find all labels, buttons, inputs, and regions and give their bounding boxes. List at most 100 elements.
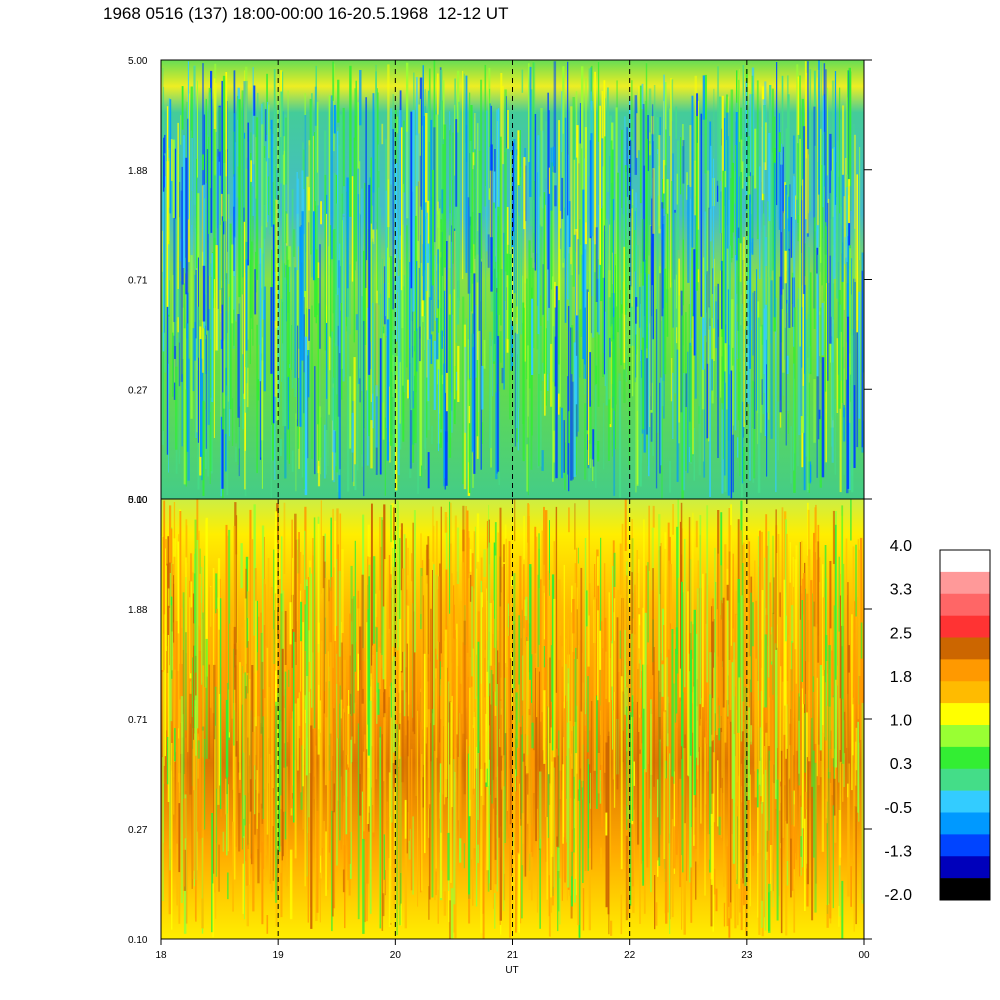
spectrogram-streak: [648, 88, 652, 144]
spectrogram-streak: [222, 392, 224, 430]
spectrogram-streak: [322, 535, 325, 589]
spectrogram-streak: [403, 120, 405, 193]
spectrogram-streak: [447, 681, 450, 891]
spectrogram-streak: [454, 747, 457, 869]
spectrogram-streak: [523, 157, 526, 230]
spectrogram-streak: [314, 86, 317, 126]
spectrogram-streak: [790, 426, 792, 484]
spectrogram-streak: [692, 512, 694, 625]
spectrogram-streak: [474, 113, 476, 149]
spectrogram-streak: [521, 655, 525, 701]
spectrogram-streak: [494, 555, 497, 716]
spectrogram-streak: [206, 149, 209, 331]
spectrogram-streak: [378, 171, 380, 188]
spectrogram-streak: [801, 373, 805, 433]
spectrogram-streak: [718, 816, 721, 835]
spectrogram-streak: [482, 607, 485, 806]
spectrogram-streak: [424, 270, 427, 470]
spectrogram-streak: [831, 256, 834, 463]
spectrogram-streak: [842, 105, 845, 243]
spectrogram-streak: [838, 810, 841, 866]
spectrogram-streak: [537, 323, 539, 469]
spectrogram-streak: [614, 640, 616, 692]
spectrogram-streak: [529, 564, 532, 680]
spectrogram-streak: [856, 320, 859, 448]
spectrogram-streak: [781, 75, 784, 145]
spectrogram-streak: [382, 893, 385, 917]
colorbar-label: -1.3: [884, 843, 912, 860]
spectrogram-streak: [850, 499, 852, 541]
spectrogram-streak: [439, 661, 441, 696]
spectrogram-streak: [320, 201, 322, 225]
spectrogram-streak: [165, 646, 168, 731]
spectrogram-streak: [166, 563, 169, 673]
spectrogram-streak: [832, 362, 835, 421]
spectrogram-streak: [492, 808, 494, 909]
spectrogram-streak: [233, 703, 236, 880]
spectrogram-streak: [489, 331, 492, 449]
spectrogram-streak: [537, 135, 540, 335]
spectrogram-streak: [804, 818, 806, 911]
spectrogram-streak: [702, 75, 705, 120]
spectrogram-streak: [443, 891, 447, 916]
spectrogram-streak: [346, 288, 350, 492]
spectrogram-streak: [509, 254, 512, 320]
colorbar-frame: [939, 549, 991, 901]
spectrogram-streak: [166, 295, 169, 455]
spectrogram-streak: [174, 728, 176, 762]
spectrogram-streak: [256, 324, 258, 474]
spectrogram-streak: [225, 72, 228, 274]
spectrogram-streak: [526, 278, 528, 380]
spectrogram-streak: [732, 347, 734, 366]
colorbar-swatch: [940, 878, 990, 901]
spectrogram-streak: [444, 512, 448, 533]
spectrogram-streak: [642, 804, 645, 886]
spectrogram-streak: [752, 292, 754, 356]
spectrogram-streak: [625, 172, 627, 382]
spectrogram-streak: [646, 664, 649, 868]
spectrogram-streak: [784, 250, 787, 284]
spectrogram-streak: [729, 525, 732, 710]
spectrogram-streak: [779, 276, 782, 413]
spectrogram-streak: [705, 119, 707, 275]
spectrogram-streak: [191, 190, 193, 225]
spectrogram-streak: [327, 367, 329, 467]
spectrogram-streak: [329, 642, 332, 734]
spectrogram-streak: [632, 763, 634, 887]
spectrogram-streak: [503, 544, 506, 563]
spectrogram-streak: [563, 564, 565, 709]
spectrogram-streak: [354, 540, 356, 672]
spectrogram-streak: [761, 813, 763, 901]
spectrogram-streak: [587, 434, 589, 450]
y-tick-label: 5.00: [128, 495, 148, 506]
spectrogram-streak: [528, 63, 530, 162]
spectrogram-streak: [179, 511, 182, 700]
spectrogram-streak: [588, 730, 591, 804]
spectrogram-streak: [798, 720, 800, 774]
spectrogram-streak: [323, 561, 326, 714]
spectrogram-streak: [297, 325, 299, 427]
spectrogram-streak: [643, 519, 645, 709]
spectrogram-streak: [701, 362, 705, 410]
spectrogram-streak: [571, 381, 574, 480]
spectrogram-streak: [437, 889, 439, 924]
spectrogram-streak: [443, 640, 446, 805]
spectrogram-streak: [438, 576, 440, 643]
spectrogram-streak: [807, 509, 810, 566]
spectrogram-streak: [833, 778, 836, 816]
spectrogram-streak: [782, 213, 785, 396]
spectrogram-streak: [557, 847, 560, 871]
spectrogram-streak: [192, 328, 195, 392]
spectrogram-streak: [636, 550, 638, 702]
colorbar-label: 1.0: [890, 713, 912, 730]
spectrogram-streak: [858, 291, 861, 419]
spectrogram-streak: [339, 636, 341, 841]
spectrogram-streak: [680, 137, 682, 195]
spectrogram-streak: [564, 442, 566, 490]
spectrogram-streak: [599, 105, 601, 265]
spectrogram-streak: [468, 745, 471, 899]
spectrogram-streak: [357, 723, 360, 920]
spectrogram-streak: [655, 309, 658, 489]
spectrogram-streak: [548, 167, 550, 194]
spectrogram-streak: [570, 851, 573, 907]
